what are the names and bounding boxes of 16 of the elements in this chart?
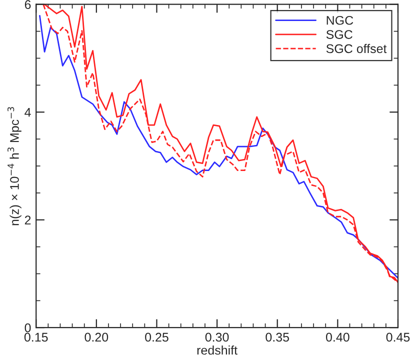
y-axis-title: n(z) × 10$^{−4}$ h$^{3}$ Mpc$^{−3}$ <box>8 107 22 226</box>
x-tick-label: 0.30 <box>205 332 229 342</box>
x-tick-label: 0.15 <box>24 332 48 342</box>
x-tick-label: 0.35 <box>266 332 289 342</box>
x-tick-label: 0.40 <box>326 332 350 342</box>
legend-label: SGC offset <box>326 44 387 54</box>
y-tick-label: 2 <box>24 216 31 224</box>
legend-label: SGC <box>326 30 352 39</box>
legend-label: NGC <box>326 16 354 25</box>
x-tick-label: 0.25 <box>145 332 168 342</box>
y-tick-label: 4 <box>24 108 31 117</box>
x-axis-title: redshift <box>197 346 238 355</box>
x-tick-label: 0.20 <box>84 332 108 342</box>
y-tick-label: 6 <box>24 0 31 10</box>
x-tick-label: 0.45 <box>386 332 410 342</box>
y-tick-label: 0 <box>24 323 31 332</box>
